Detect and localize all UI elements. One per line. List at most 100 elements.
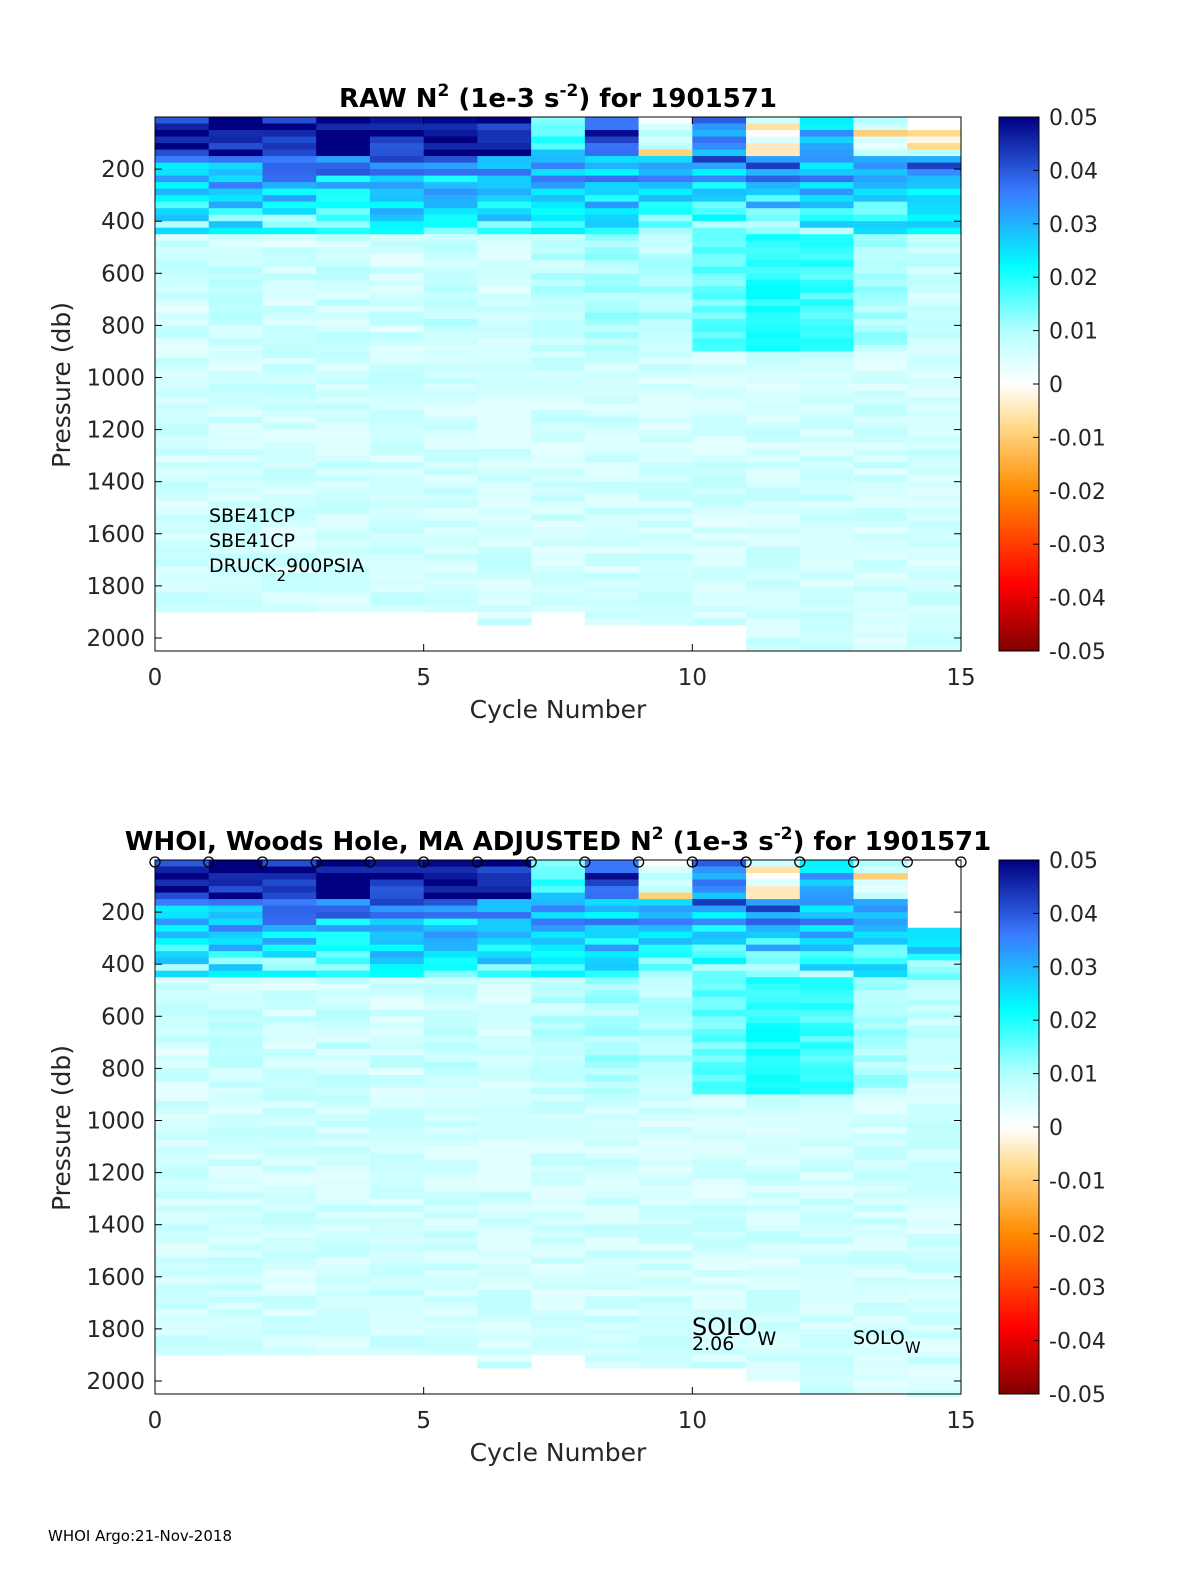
heatmap-cell	[477, 1198, 532, 1206]
heatmap-cell	[316, 585, 371, 593]
heatmap-cell	[584, 1224, 640, 1232]
heatmap-cell	[477, 149, 532, 157]
heatmap-cell	[369, 1276, 425, 1284]
heatmap-cell	[692, 970, 747, 978]
heatmap-cell	[262, 201, 317, 209]
heatmap-cell	[584, 1309, 640, 1317]
heatmap-cell	[799, 1257, 855, 1265]
heatmap-cell	[423, 253, 478, 261]
heatmap-cell	[262, 234, 317, 242]
heatmap-cell	[369, 410, 425, 418]
heatmap-cell	[907, 546, 962, 554]
heatmap-cell	[531, 572, 586, 580]
heatmap-cell	[584, 1257, 640, 1265]
heatmap-cell	[638, 429, 693, 437]
heatmap-cell	[638, 410, 693, 418]
heatmap-cell	[369, 1179, 425, 1187]
heatmap-cell	[155, 455, 210, 463]
heatmap-cell	[853, 1380, 908, 1388]
heatmap-cell	[531, 1322, 586, 1330]
heatmap-cell	[369, 253, 425, 261]
heatmap-cell	[423, 938, 478, 946]
heatmap-cell	[584, 1113, 640, 1121]
heatmap-cell	[853, 1035, 908, 1043]
heatmap-cell	[746, 1081, 801, 1089]
heatmap-cell	[423, 370, 478, 378]
heatmap-cell	[638, 899, 693, 907]
heatmap-cell	[316, 1127, 371, 1135]
cycle-marker	[203, 856, 215, 868]
heatmap-cell	[369, 299, 425, 307]
heatmap-cell	[155, 325, 210, 333]
heatmap-cell	[853, 449, 908, 457]
heatmap-cell	[208, 1283, 263, 1291]
heatmap-cell	[746, 566, 801, 574]
heatmap-cell	[584, 240, 640, 248]
heatmap-cell	[638, 188, 693, 196]
heatmap-cell	[155, 1328, 210, 1336]
heatmap-cell	[638, 598, 693, 606]
heatmap-cell	[369, 488, 425, 496]
heatmap-cell	[531, 905, 586, 913]
heatmap-cell	[316, 1231, 371, 1239]
heatmap-cell	[155, 247, 210, 255]
heatmap-cell	[799, 1140, 855, 1148]
heatmap-cell	[853, 637, 908, 645]
heatmap-cell	[853, 585, 908, 593]
heatmap-cell	[799, 572, 855, 580]
heatmap-cell	[477, 214, 532, 222]
heatmap-cell	[692, 1185, 747, 1193]
heatmap-cell	[584, 1120, 640, 1128]
heatmap-cell	[907, 1142, 962, 1150]
heatmap-cell	[316, 860, 371, 868]
heatmap-cell	[531, 1341, 586, 1349]
heatmap-cell	[746, 331, 801, 339]
heatmap-cell	[155, 1276, 210, 1284]
heatmap-cell	[638, 1341, 693, 1349]
heatmap-cell	[316, 416, 371, 424]
heatmap-cell	[853, 208, 908, 216]
heatmap-cell	[316, 1328, 371, 1336]
heatmap-cell	[423, 1328, 478, 1336]
heatmap-cell	[155, 892, 210, 900]
heatmap-cell	[746, 299, 801, 307]
heatmap-cell	[584, 390, 640, 398]
heatmap-cell	[531, 592, 586, 600]
heatmap-cell	[208, 455, 263, 463]
heatmap-cell	[692, 208, 747, 216]
heatmap-cell	[853, 520, 908, 528]
heatmap-cell	[531, 351, 586, 359]
heatmap-cell	[853, 455, 908, 463]
heatmap-cell	[584, 410, 640, 418]
heatmap-cell	[907, 953, 962, 961]
x-axis-label: Cycle Number	[470, 695, 647, 724]
heatmap-cell	[584, 1250, 640, 1258]
y-axis-label: Pressure (db)	[47, 302, 76, 468]
heatmap-cell	[369, 1198, 425, 1206]
heatmap-cell	[262, 559, 317, 567]
heatmap-cell	[262, 390, 317, 398]
heatmap-cell	[155, 436, 210, 444]
heatmap-cell	[853, 410, 908, 418]
heatmap-cell	[208, 436, 263, 444]
heatmap-cell	[316, 390, 371, 398]
heatmap-cell	[799, 1022, 855, 1030]
heatmap-cell	[638, 1328, 693, 1336]
heatmap-cell	[531, 1270, 586, 1278]
heatmap-cell	[423, 533, 478, 541]
colorbar-tick-label: 0.01	[1049, 320, 1098, 345]
heatmap-cell	[584, 1348, 640, 1356]
heatmap-cell	[531, 377, 586, 385]
heatmap-cell	[369, 533, 425, 541]
heatmap-cell	[584, 247, 640, 255]
heatmap-cell	[853, 1354, 908, 1362]
heatmap-cell	[208, 494, 263, 502]
x-tick-label: 10	[678, 665, 707, 691]
heatmap-cell	[907, 279, 962, 287]
heatmap-cell	[531, 436, 586, 444]
heatmap-cell	[531, 260, 586, 268]
heatmap-cell	[799, 429, 855, 437]
heatmap-cell	[692, 892, 747, 900]
heatmap-cell	[155, 957, 210, 965]
heatmap-cell	[369, 240, 425, 248]
